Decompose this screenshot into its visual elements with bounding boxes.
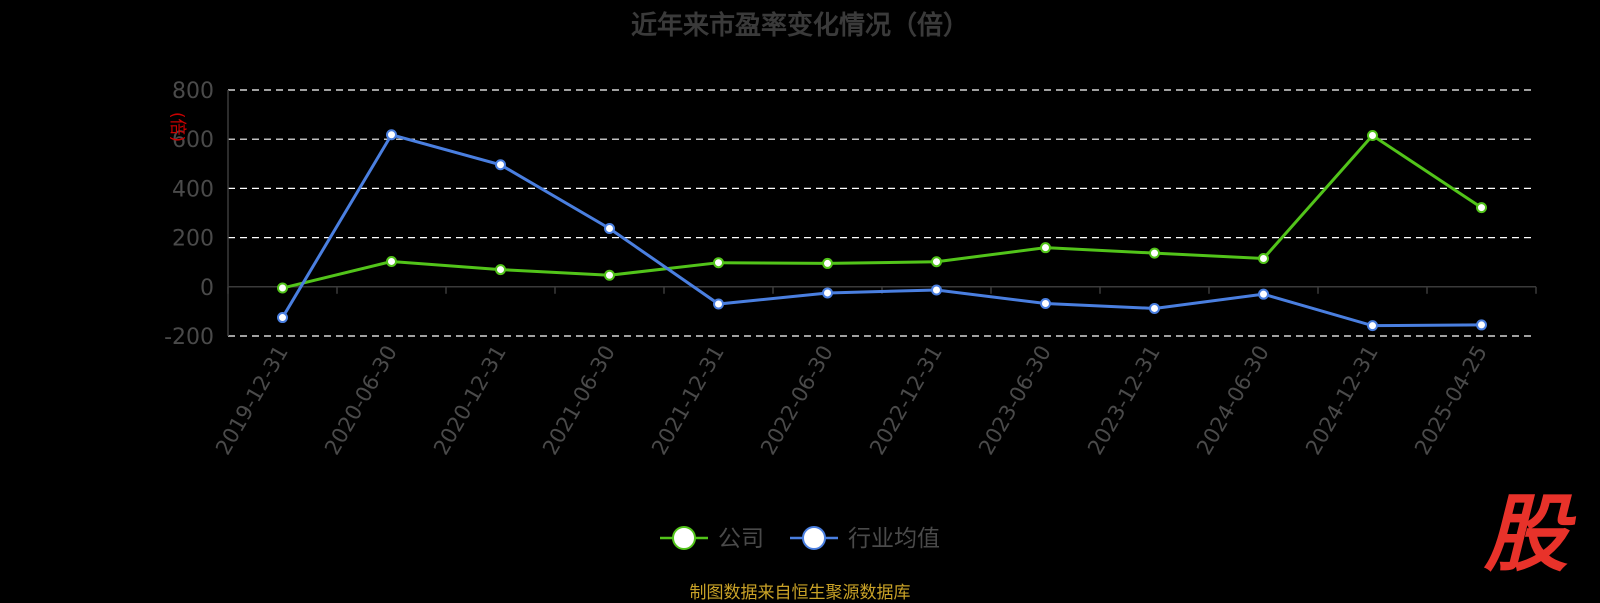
x-tick-label: 2021-06-30 [538, 341, 620, 459]
legend: 公司 行业均值 [660, 526, 940, 552]
x-tick-label: 2020-06-30 [320, 341, 402, 459]
data-point [1040, 242, 1051, 254]
y-tick-label: -200 [164, 325, 214, 350]
legend-marker [672, 526, 696, 550]
x-tick-label: 2024-12-31 [1301, 341, 1383, 459]
source-note: 制图数据来自恒生聚源数据库 [689, 583, 911, 603]
legend-marker [802, 526, 826, 550]
y-tick-label: 200 [172, 227, 214, 252]
data-point [1149, 302, 1160, 314]
data-point [1040, 298, 1051, 310]
data-point [604, 269, 615, 281]
data-point [495, 264, 506, 276]
x-tick-label: 2019-12-31 [211, 341, 293, 459]
y-tick-label: 400 [172, 177, 214, 202]
data-point [1258, 288, 1269, 300]
x-tick-label: 2025-04-25 [1410, 341, 1492, 459]
data-point [1367, 130, 1378, 142]
x-tick-label: 2023-12-31 [1083, 341, 1165, 459]
y-tick-label: 0 [200, 276, 214, 301]
data-point [713, 257, 724, 269]
x-tick-label: 2024-06-30 [1192, 341, 1274, 459]
data-point [495, 159, 506, 171]
y-axis-label: (倍) [167, 112, 187, 142]
data-point [931, 256, 942, 268]
legend-item: 行业均值 [790, 526, 940, 552]
data-point [386, 129, 397, 141]
x-tick-label: 2020-12-31 [429, 341, 511, 459]
data-point [1258, 253, 1269, 265]
data-point [604, 222, 615, 234]
legend-label: 行业均值 [848, 526, 940, 552]
x-tick-label: 2022-06-30 [756, 341, 838, 459]
y-tick-labels: -200 0 200 400 600 800 [164, 79, 214, 350]
data-point [1149, 247, 1160, 259]
x-tick-label: 2021-12-31 [647, 341, 729, 459]
legend-item: 公司 [660, 526, 764, 552]
series-lines [277, 129, 1487, 332]
data-point [277, 312, 288, 324]
x-tick-label: 2022-12-31 [865, 341, 947, 459]
x-tick-label: 2023-06-30 [974, 341, 1056, 459]
series-industry-average [277, 129, 1487, 332]
y-tick-label: 800 [172, 79, 214, 104]
series-line [282, 133, 1483, 290]
legend-label: 公司 [718, 526, 764, 552]
x-axis: 2019-12-31 2020-06-30 2020-12-31 2021-06-30… [211, 90, 1537, 459]
data-point [386, 255, 397, 267]
data-point [1367, 320, 1378, 332]
data-point [1476, 202, 1487, 214]
data-point [277, 282, 288, 294]
data-point [931, 284, 942, 296]
chart-title: 近年来市盈率变化情况（倍） [630, 11, 969, 41]
data-point [822, 287, 833, 299]
series-line [281, 133, 1482, 328]
data-point [713, 298, 724, 310]
gridlines [228, 89, 1536, 337]
series-company [277, 130, 1487, 294]
data-point [822, 257, 833, 269]
y-tick-label: 600 [172, 128, 214, 153]
data-point [1476, 319, 1487, 331]
brand-logo: 股 [1484, 484, 1569, 583]
